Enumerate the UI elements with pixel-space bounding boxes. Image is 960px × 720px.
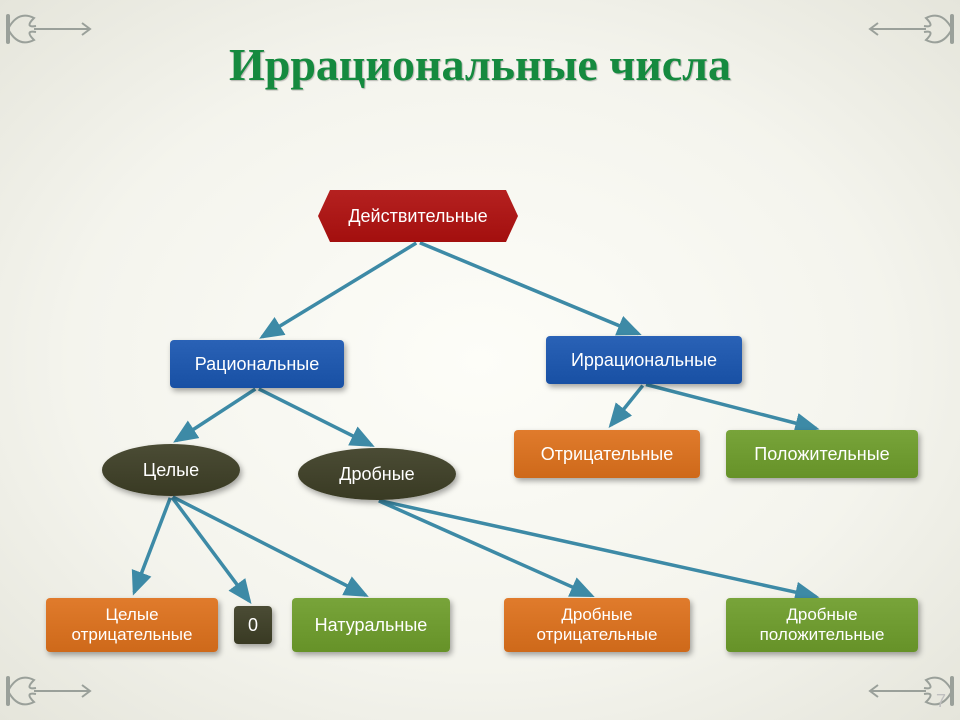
node-real: Действительные: [318, 190, 518, 242]
node-irrational: Иррациональные: [546, 336, 742, 384]
node-integers: Целые: [102, 444, 240, 496]
node-rational: Рациональные: [170, 340, 344, 388]
node-negfrac: Дробные отрицательные: [504, 598, 690, 652]
node-posfrac: Дробные положительные: [726, 598, 918, 652]
edge-integers-zero: [172, 498, 249, 602]
node-zero: 0: [234, 606, 272, 644]
edge-fractions-negfrac: [379, 501, 592, 596]
page-title: Иррациональные числа: [0, 38, 960, 91]
node-natural: Натуральные: [292, 598, 450, 652]
node-negint: Целые отрицательные: [46, 598, 218, 652]
edge-rational-fractions: [259, 389, 372, 445]
edge-integers-natural: [173, 497, 366, 595]
corner-ornament-bl: [4, 666, 94, 716]
slide-number: 7: [936, 691, 946, 712]
node-positive: Положительные: [726, 430, 918, 478]
edge-irrational-negative: [611, 386, 643, 426]
edge-fractions-posfrac: [379, 500, 816, 596]
edge-integers-negint: [134, 498, 170, 593]
edge-real-irrational: [420, 243, 639, 334]
edge-rational-integers: [176, 389, 255, 441]
node-fractions: Дробные: [298, 448, 456, 500]
node-negative: Отрицательные: [514, 430, 700, 478]
edge-irrational-positive: [646, 385, 816, 429]
edge-real-rational: [262, 243, 416, 337]
